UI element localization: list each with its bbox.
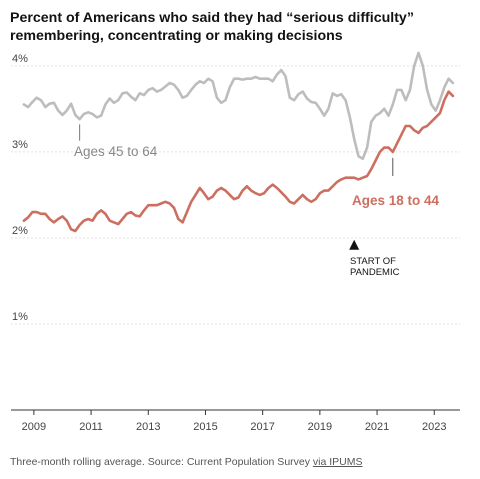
y-tick-label-4: 4% [12, 53, 28, 65]
source-note: Three-month rolling average. Source: Cur… [10, 456, 363, 468]
series-lines [22, 51, 455, 233]
pandemic-marker-triangle-icon [349, 239, 360, 250]
series-line-ages-45-to-64 [22, 51, 455, 160]
x-tick-label-2019: 2019 [308, 421, 332, 433]
y-axis-tick-labels: 1% 2% 3% 4% [12, 53, 28, 323]
y-tick-label-1: 1% [12, 311, 28, 323]
series-line-ages-18-to-44 [22, 90, 455, 233]
annotation-line-1: START OF [350, 256, 396, 267]
x-tick-label-2011: 2011 [79, 421, 103, 433]
source-note-text: Three-month rolling average. Source: Cur… [10, 456, 313, 468]
x-tick-label-2013: 2013 [136, 421, 160, 433]
ipums-link[interactable]: via IPUMS [312, 456, 363, 468]
y-tick-label-3: 3% [12, 139, 28, 151]
x-axis: 2009 2011 2013 2015 2017 2019 2021 2023 [11, 409, 460, 433]
gridlines [11, 65, 460, 325]
x-tick-label-2021: 2021 [365, 421, 389, 433]
series-label-ages-45-to-64: Ages 45 to 64 [74, 144, 158, 159]
y-tick-label-2: 2% [12, 225, 28, 237]
x-tick-label-2009: 2009 [22, 421, 46, 433]
page-title: Percent of Americans who said they had “… [10, 10, 414, 44]
annotation-line-2: PANDEMIC [350, 267, 400, 278]
x-tick-label-2023: 2023 [422, 421, 446, 433]
series-label-ages-18-to-44: Ages 18 to 44 [352, 193, 440, 208]
x-tick-label-2017: 2017 [250, 421, 274, 433]
series-labels: Ages 45 to 64 Ages 18 to 44 [74, 124, 440, 208]
x-tick-label-2015: 2015 [193, 421, 217, 433]
